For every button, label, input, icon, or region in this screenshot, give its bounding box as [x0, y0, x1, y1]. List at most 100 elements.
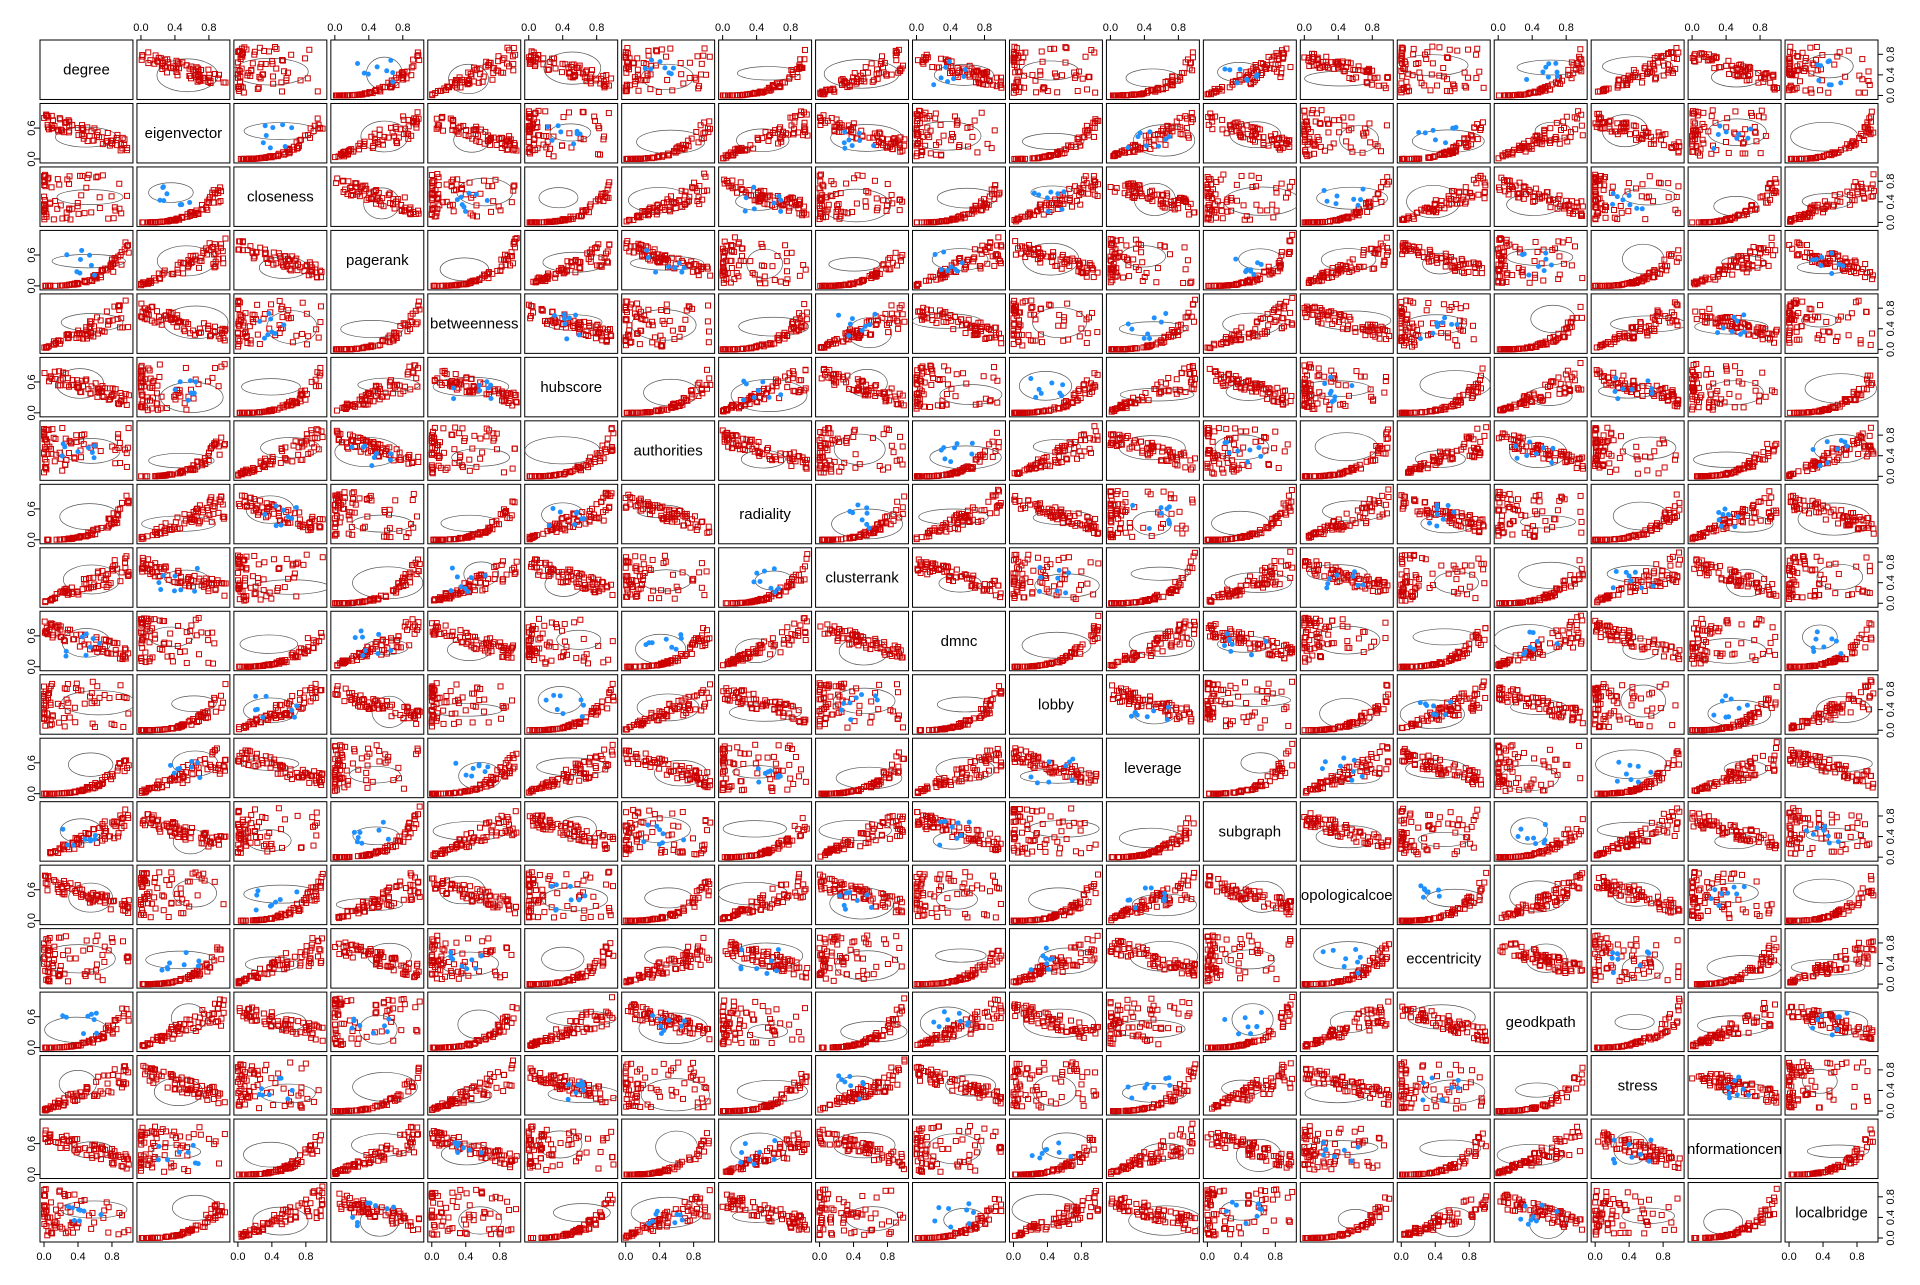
- point: [255, 84, 262, 91]
- point: [1352, 74, 1359, 81]
- point: [913, 125, 920, 132]
- point: [600, 136, 607, 143]
- point: [555, 123, 561, 129]
- scatter-panel: [1299, 166, 1394, 227]
- scatter-panel: [427, 166, 522, 227]
- point: [449, 116, 456, 123]
- point: [63, 119, 70, 126]
- scatter-panel: [1687, 39, 1782, 100]
- point: [1326, 120, 1333, 127]
- point: [1343, 138, 1350, 145]
- point: [1577, 46, 1584, 53]
- point: [1347, 144, 1354, 151]
- point: [1188, 109, 1195, 116]
- point: [644, 247, 650, 253]
- point: [1427, 87, 1434, 94]
- point: [237, 53, 244, 60]
- point: [772, 127, 779, 134]
- scatter-panel: [1590, 39, 1685, 100]
- point: [659, 153, 666, 160]
- point: [408, 72, 415, 79]
- point: [657, 59, 663, 65]
- point: [642, 66, 648, 72]
- point: [895, 46, 902, 53]
- point: [626, 66, 633, 73]
- point: [265, 154, 272, 161]
- point: [263, 132, 269, 138]
- point: [238, 51, 245, 58]
- point: [1416, 69, 1423, 76]
- point: [1260, 142, 1267, 149]
- point: [483, 58, 490, 65]
- point: [1444, 76, 1451, 83]
- point: [914, 57, 921, 64]
- point: [1271, 65, 1278, 72]
- point: [1501, 92, 1508, 99]
- point: [693, 76, 700, 83]
- point: [1226, 122, 1233, 129]
- point: [1234, 80, 1240, 86]
- point: [476, 139, 483, 146]
- point: [286, 147, 293, 154]
- point: [1838, 80, 1844, 86]
- point: [1471, 124, 1478, 131]
- point: [1313, 110, 1320, 117]
- point: [1276, 146, 1283, 153]
- point: [666, 152, 673, 159]
- point: [1463, 84, 1470, 91]
- point: [1408, 155, 1415, 162]
- point: [186, 72, 193, 79]
- point: [1278, 65, 1285, 72]
- point: [1152, 132, 1159, 139]
- point: [1421, 82, 1428, 89]
- point: [1142, 132, 1149, 139]
- point: [104, 129, 111, 136]
- scatter-panel: [1493, 39, 1588, 100]
- point: [1859, 56, 1866, 63]
- point: [1726, 70, 1733, 77]
- point: [919, 149, 926, 156]
- point: [959, 260, 965, 266]
- point: [1177, 130, 1184, 137]
- point: [107, 137, 114, 144]
- point: [1112, 150, 1119, 157]
- point: [1047, 45, 1054, 52]
- point: [546, 66, 553, 73]
- point: [892, 52, 899, 59]
- point: [849, 143, 855, 149]
- points: [914, 51, 1005, 91]
- point: [1610, 190, 1616, 196]
- point: [883, 144, 890, 151]
- point: [1308, 58, 1315, 65]
- point: [1808, 89, 1815, 96]
- point: [1725, 57, 1732, 64]
- point: [1133, 91, 1140, 98]
- point: [658, 46, 665, 53]
- point: [640, 59, 647, 66]
- point: [392, 123, 399, 130]
- point: [1351, 196, 1357, 202]
- point: [931, 82, 937, 88]
- point: [1302, 132, 1309, 139]
- point: [700, 52, 707, 59]
- scatter-panel: [1396, 39, 1491, 100]
- variable-label: eigenvector: [145, 125, 223, 142]
- point: [608, 75, 615, 82]
- point: [649, 154, 656, 161]
- point: [410, 56, 417, 63]
- point: [1334, 193, 1340, 199]
- point: [918, 148, 925, 155]
- points: [1399, 119, 1486, 162]
- scatter-panel: [1784, 166, 1879, 227]
- point: [631, 74, 638, 81]
- scatter-panel: [718, 102, 813, 164]
- point: [1428, 71, 1435, 78]
- point: [1260, 134, 1267, 141]
- point: [1649, 60, 1656, 67]
- point: [917, 108, 924, 115]
- point: [462, 132, 469, 139]
- point: [1074, 136, 1081, 143]
- panel-frame: [39, 39, 134, 100]
- point: [1476, 68, 1483, 75]
- point: [1340, 67, 1347, 74]
